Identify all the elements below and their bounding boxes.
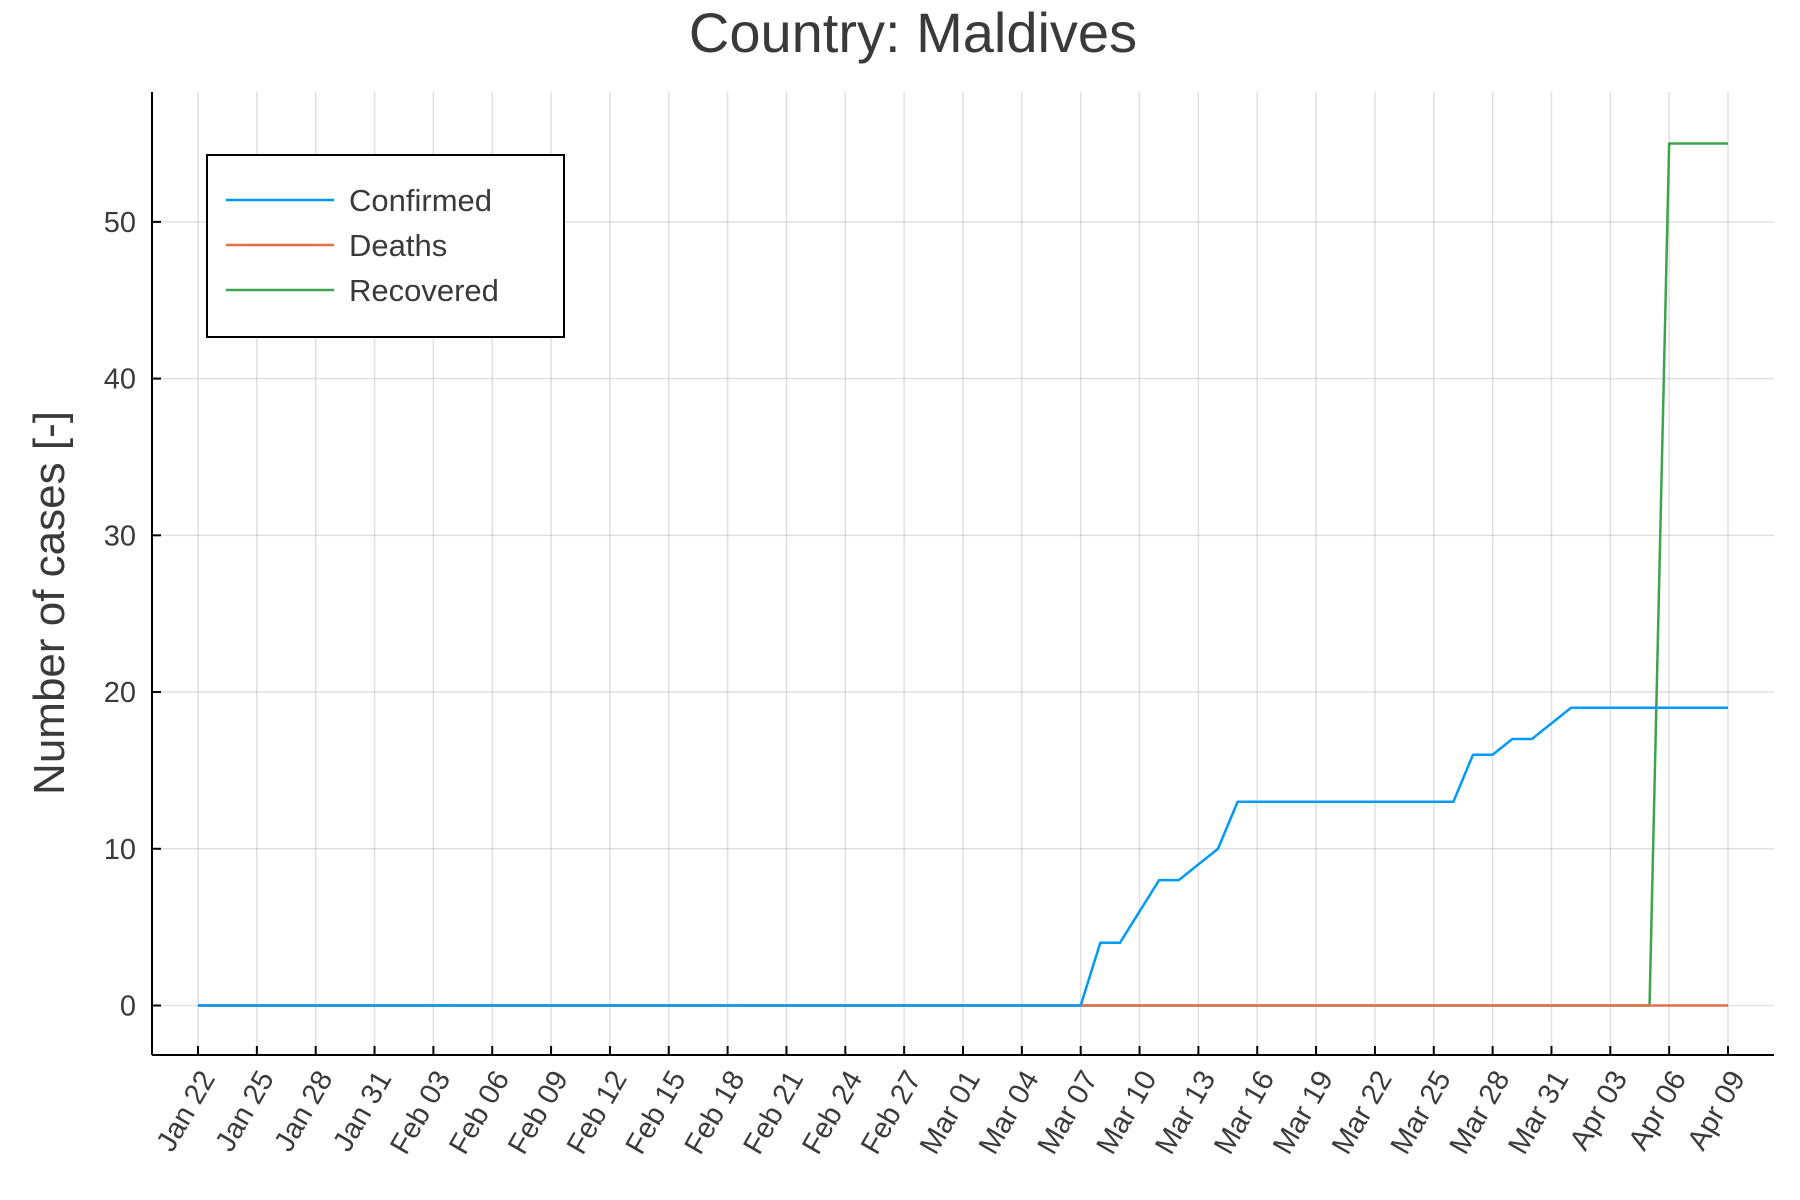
y-ticks: 0 10 20 30 40 50	[104, 207, 161, 1022]
legend: Confirmed Deaths Recovered	[206, 154, 565, 338]
chart-title: Country: Maldives	[689, 1, 1137, 64]
x-tick-label: Jan 22	[151, 1066, 222, 1157]
legend-label-confirmed: Confirmed	[349, 183, 492, 218]
legend-label-recovered: Recovered	[349, 273, 499, 308]
series	[198, 142, 1728, 1007]
x-tick-label: Jan 28	[268, 1066, 339, 1157]
x-tick-label: Jan 25	[209, 1066, 280, 1157]
x-tick-label: Apr 03	[1564, 1066, 1634, 1156]
y-tick-label: 30	[104, 520, 136, 552]
x-tick-label: Apr 06	[1623, 1066, 1693, 1156]
x-tick-label: Apr 09	[1681, 1066, 1751, 1156]
y-tick-label: 0	[120, 990, 136, 1022]
y-tick-label: 10	[104, 834, 136, 866]
y-tick-label: 40	[104, 364, 136, 396]
y-tick-label: 20	[104, 677, 136, 709]
y-tick-label: 50	[104, 207, 136, 239]
series-line-confirmed	[198, 706, 1728, 1007]
legend-label-deaths: Deaths	[349, 228, 447, 263]
y-axis-label: Number of cases [-]	[25, 411, 74, 795]
x-tick-label: Mar 31	[1502, 1066, 1575, 1160]
